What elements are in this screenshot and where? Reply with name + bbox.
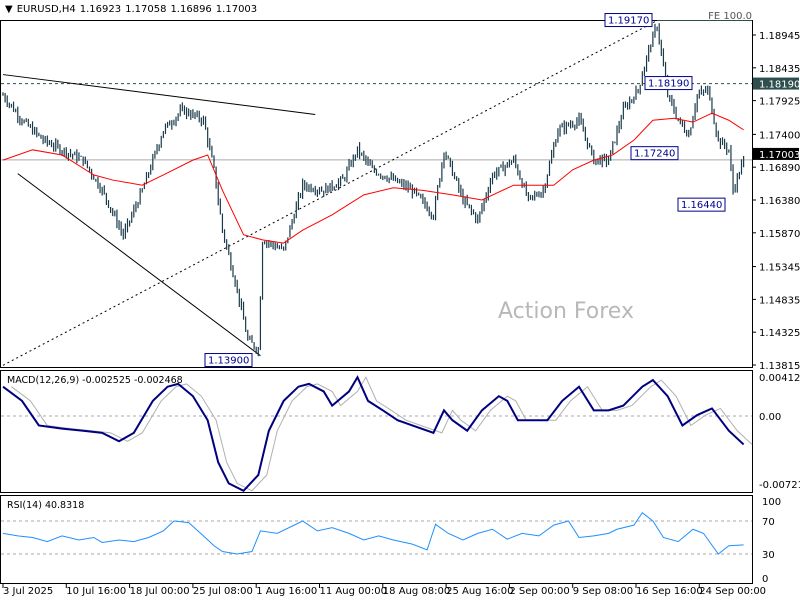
price-tick-label: 1.15345 [759,263,800,274]
price-panel-frame [0,20,753,368]
low-value: 1.16896 [170,4,212,15]
price-tick-label: 1.14835 [759,295,800,306]
time-tick-label: 10 Jul 16:00 [66,586,126,597]
macd-title: MACD(12,26,9) -0.002525 -0.002468 [7,375,183,386]
price-tick-label: 1.18435 [759,64,800,75]
macd-tick-label: -0.007216 [759,480,800,491]
price-tick-label: 1.15870 [759,229,800,240]
rsi-tick-label: 0 [762,574,768,585]
time-tick-label: 2 Sep 00:00 [509,586,569,597]
chart-header: ▼ EURUSD,H4 1.16923 1.17058 1.16896 1.17003 [5,4,261,15]
rsi-title: RSI(14) 40.8318 [7,500,84,511]
time-tick-label: 18 Jul 00:00 [130,586,190,597]
level-label: 1.18190 [648,79,689,90]
time-tick-label: 16 Sep 16:00 [636,586,703,597]
time-tick-label: 9 Sep 08:00 [573,586,633,597]
level-price-tag [753,77,799,90]
time-tick-label: 3 Jul 2025 [3,586,53,597]
time-tick-label: 25 Aug 16:00 [446,586,513,597]
level-label-box [677,197,726,212]
price-tick-label: 1.16380 [759,196,800,207]
high-value: 1.17058 [125,4,167,15]
dropdown-triangle-icon[interactable]: ▼ [5,4,13,15]
time-tick-label: 11 Aug 00:00 [320,586,387,597]
moving-average-line [2,112,744,244]
level-label-box [604,13,653,28]
price-tick-label: 1.17925 [759,97,800,108]
trendline-1 [2,74,316,115]
price-tick-label: 1.14325 [759,328,800,339]
level-label-box [644,76,693,91]
close-value: 1.17003 [215,4,258,15]
price-tick-label: 1.16890 [759,163,800,174]
rsi-panel-frame [0,495,753,584]
price-tick-label: 1.18945 [759,31,800,42]
level-label: 1.17240 [634,149,675,160]
macd-panel-frame [0,370,753,493]
open-value: 1.16923 [79,4,122,15]
fe-label: FE 100.0 [708,11,752,22]
watermark: Action Forex [498,299,634,324]
macd-tick-label: 0.00 [759,412,781,423]
rsi-tick-label: 70 [762,517,775,528]
rsi-line [2,512,744,555]
level-label: 1.19170 [608,16,649,27]
rsi-tick-label: 30 [762,550,775,561]
level-label-box [630,146,679,161]
symbol-label: EURUSD,H4 [16,4,76,15]
macd-tick-label: 0.004128 [759,373,800,384]
current-price-tag-text: 1.17003 [759,150,800,161]
level-label: 1.16440 [681,200,722,211]
level-label: 1.13900 [208,356,249,367]
time-tick-label: 1 Aug 16:00 [256,586,317,597]
level-label-box [204,353,253,368]
rsi-tick-label: 100 [762,497,781,508]
level-price-tag-text: 1.18190 [759,80,800,91]
time-tick-label: 25 Jul 08:00 [193,586,253,597]
price-tick-label: 1.17400 [759,130,800,141]
current-price-tag [753,147,799,160]
trendline-3 [2,20,658,366]
trendline-2 [17,173,261,357]
price-tick-label: 1.13815 [759,361,800,372]
time-tick-label: 18 Aug 08:00 [383,586,450,597]
macd-signal-line [11,376,753,492]
macd-line [2,375,745,493]
time-tick-label: 24 Sep 00:00 [699,586,766,597]
